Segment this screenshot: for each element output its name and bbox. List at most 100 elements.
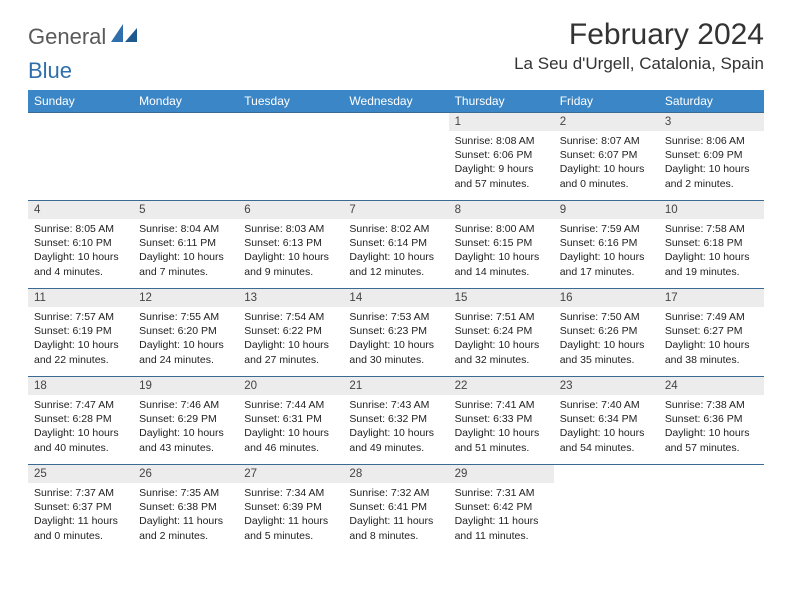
day-data: Sunrise: 7:57 AMSunset: 6:19 PMDaylight:… (28, 307, 133, 373)
day-data: Sunrise: 7:37 AMSunset: 6:37 PMDaylight:… (28, 483, 133, 549)
day-number: 10 (659, 201, 764, 219)
day-data: Sunrise: 7:54 AMSunset: 6:22 PMDaylight:… (238, 307, 343, 373)
day-header: Friday (554, 90, 659, 113)
calendar-day-cell: 13Sunrise: 7:54 AMSunset: 6:22 PMDayligh… (238, 289, 343, 377)
day-data: Sunrise: 7:38 AMSunset: 6:36 PMDaylight:… (659, 395, 764, 461)
calendar-day-cell: 4Sunrise: 8:05 AMSunset: 6:10 PMDaylight… (28, 201, 133, 289)
day-header: Saturday (659, 90, 764, 113)
calendar-empty-cell (659, 465, 764, 553)
month-title: February 2024 (514, 18, 764, 52)
day-number: 16 (554, 289, 659, 307)
calendar-day-cell: 17Sunrise: 7:49 AMSunset: 6:27 PMDayligh… (659, 289, 764, 377)
calendar-head: SundayMondayTuesdayWednesdayThursdayFrid… (28, 90, 764, 113)
day-number: 2 (554, 113, 659, 131)
calendar-day-cell: 18Sunrise: 7:47 AMSunset: 6:28 PMDayligh… (28, 377, 133, 465)
calendar-empty-cell (133, 113, 238, 201)
calendar-day-cell: 25Sunrise: 7:37 AMSunset: 6:37 PMDayligh… (28, 465, 133, 553)
day-header: Sunday (28, 90, 133, 113)
day-data: Sunrise: 7:49 AMSunset: 6:27 PMDaylight:… (659, 307, 764, 373)
day-data: Sunrise: 7:32 AMSunset: 6:41 PMDaylight:… (343, 483, 448, 549)
day-header: Wednesday (343, 90, 448, 113)
day-number: 5 (133, 201, 238, 219)
day-data: Sunrise: 8:07 AMSunset: 6:07 PMDaylight:… (554, 131, 659, 197)
calendar-day-cell: 8Sunrise: 8:00 AMSunset: 6:15 PMDaylight… (449, 201, 554, 289)
calendar-week-row: 4Sunrise: 8:05 AMSunset: 6:10 PMDaylight… (28, 201, 764, 289)
day-data: Sunrise: 8:06 AMSunset: 6:09 PMDaylight:… (659, 131, 764, 197)
day-data: Sunrise: 7:40 AMSunset: 6:34 PMDaylight:… (554, 395, 659, 461)
day-header: Tuesday (238, 90, 343, 113)
logo-text-general: General (28, 24, 106, 50)
calendar-day-cell: 7Sunrise: 8:02 AMSunset: 6:14 PMDaylight… (343, 201, 448, 289)
day-number: 19 (133, 377, 238, 395)
calendar-day-cell: 20Sunrise: 7:44 AMSunset: 6:31 PMDayligh… (238, 377, 343, 465)
day-number: 28 (343, 465, 448, 483)
calendar-day-cell: 1Sunrise: 8:08 AMSunset: 6:06 PMDaylight… (449, 113, 554, 201)
calendar-empty-cell (554, 465, 659, 553)
day-data: Sunrise: 7:58 AMSunset: 6:18 PMDaylight:… (659, 219, 764, 285)
day-number: 20 (238, 377, 343, 395)
day-number: 6 (238, 201, 343, 219)
day-number: 12 (133, 289, 238, 307)
day-data: Sunrise: 7:51 AMSunset: 6:24 PMDaylight:… (449, 307, 554, 373)
calendar-day-cell: 5Sunrise: 8:04 AMSunset: 6:11 PMDaylight… (133, 201, 238, 289)
day-data: Sunrise: 7:43 AMSunset: 6:32 PMDaylight:… (343, 395, 448, 461)
calendar-day-cell: 23Sunrise: 7:40 AMSunset: 6:34 PMDayligh… (554, 377, 659, 465)
calendar-day-cell: 19Sunrise: 7:46 AMSunset: 6:29 PMDayligh… (133, 377, 238, 465)
calendar-empty-cell (28, 113, 133, 201)
day-number: 24 (659, 377, 764, 395)
calendar-day-cell: 9Sunrise: 7:59 AMSunset: 6:16 PMDaylight… (554, 201, 659, 289)
logo-sail-icon (111, 24, 137, 42)
day-data: Sunrise: 7:31 AMSunset: 6:42 PMDaylight:… (449, 483, 554, 549)
title-block: February 2024 La Seu d'Urgell, Catalonia… (514, 18, 764, 74)
calendar-day-cell: 3Sunrise: 8:06 AMSunset: 6:09 PMDaylight… (659, 113, 764, 201)
day-number: 3 (659, 113, 764, 131)
day-number: 25 (28, 465, 133, 483)
calendar-day-cell: 16Sunrise: 7:50 AMSunset: 6:26 PMDayligh… (554, 289, 659, 377)
day-number: 7 (343, 201, 448, 219)
day-number: 9 (554, 201, 659, 219)
logo: General (28, 24, 137, 50)
calendar-week-row: 25Sunrise: 7:37 AMSunset: 6:37 PMDayligh… (28, 465, 764, 553)
day-header-row: SundayMondayTuesdayWednesdayThursdayFrid… (28, 90, 764, 113)
calendar-day-cell: 27Sunrise: 7:34 AMSunset: 6:39 PMDayligh… (238, 465, 343, 553)
logo-text-blue: Blue (28, 58, 72, 84)
calendar-day-cell: 2Sunrise: 8:07 AMSunset: 6:07 PMDaylight… (554, 113, 659, 201)
day-number: 27 (238, 465, 343, 483)
day-data: Sunrise: 8:02 AMSunset: 6:14 PMDaylight:… (343, 219, 448, 285)
calendar-week-row: 11Sunrise: 7:57 AMSunset: 6:19 PMDayligh… (28, 289, 764, 377)
day-data: Sunrise: 8:03 AMSunset: 6:13 PMDaylight:… (238, 219, 343, 285)
day-data: Sunrise: 8:05 AMSunset: 6:10 PMDaylight:… (28, 219, 133, 285)
day-number: 8 (449, 201, 554, 219)
calendar-day-cell: 15Sunrise: 7:51 AMSunset: 6:24 PMDayligh… (449, 289, 554, 377)
day-header: Monday (133, 90, 238, 113)
calendar-day-cell: 11Sunrise: 7:57 AMSunset: 6:19 PMDayligh… (28, 289, 133, 377)
day-data: Sunrise: 7:34 AMSunset: 6:39 PMDaylight:… (238, 483, 343, 549)
calendar-day-cell: 24Sunrise: 7:38 AMSunset: 6:36 PMDayligh… (659, 377, 764, 465)
calendar-body: 1Sunrise: 8:08 AMSunset: 6:06 PMDaylight… (28, 113, 764, 553)
day-number: 21 (343, 377, 448, 395)
calendar-day-cell: 22Sunrise: 7:41 AMSunset: 6:33 PMDayligh… (449, 377, 554, 465)
day-data: Sunrise: 8:08 AMSunset: 6:06 PMDaylight:… (449, 131, 554, 197)
calendar-day-cell: 26Sunrise: 7:35 AMSunset: 6:38 PMDayligh… (133, 465, 238, 553)
day-data: Sunrise: 7:53 AMSunset: 6:23 PMDaylight:… (343, 307, 448, 373)
day-number: 4 (28, 201, 133, 219)
day-data: Sunrise: 7:46 AMSunset: 6:29 PMDaylight:… (133, 395, 238, 461)
day-number: 26 (133, 465, 238, 483)
calendar-day-cell: 12Sunrise: 7:55 AMSunset: 6:20 PMDayligh… (133, 289, 238, 377)
calendar-day-cell: 6Sunrise: 8:03 AMSunset: 6:13 PMDaylight… (238, 201, 343, 289)
calendar-day-cell: 28Sunrise: 7:32 AMSunset: 6:41 PMDayligh… (343, 465, 448, 553)
day-number: 15 (449, 289, 554, 307)
calendar-week-row: 1Sunrise: 8:08 AMSunset: 6:06 PMDaylight… (28, 113, 764, 201)
calendar-day-cell: 21Sunrise: 7:43 AMSunset: 6:32 PMDayligh… (343, 377, 448, 465)
calendar-day-cell: 14Sunrise: 7:53 AMSunset: 6:23 PMDayligh… (343, 289, 448, 377)
calendar-table: SundayMondayTuesdayWednesdayThursdayFrid… (28, 90, 764, 553)
day-data: Sunrise: 7:41 AMSunset: 6:33 PMDaylight:… (449, 395, 554, 461)
day-header: Thursday (449, 90, 554, 113)
day-number: 23 (554, 377, 659, 395)
day-number: 17 (659, 289, 764, 307)
calendar-empty-cell (343, 113, 448, 201)
day-data: Sunrise: 8:00 AMSunset: 6:15 PMDaylight:… (449, 219, 554, 285)
day-data: Sunrise: 7:59 AMSunset: 6:16 PMDaylight:… (554, 219, 659, 285)
day-number: 18 (28, 377, 133, 395)
day-number: 22 (449, 377, 554, 395)
